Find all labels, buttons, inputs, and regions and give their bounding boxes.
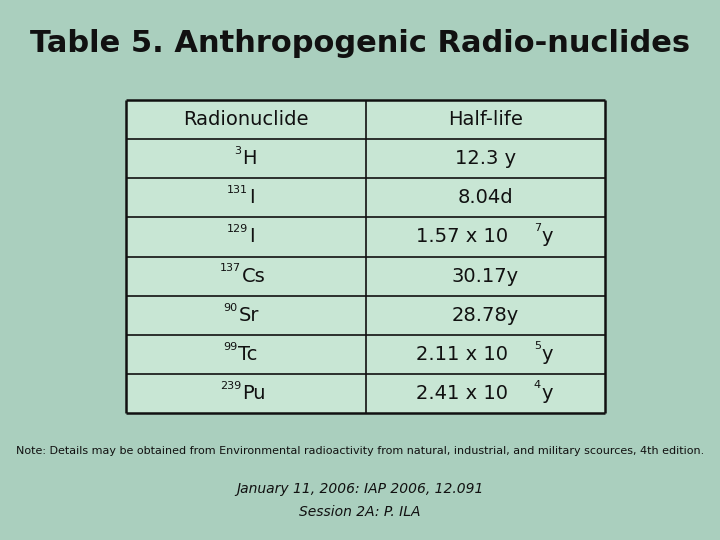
Text: H: H (242, 149, 256, 168)
Text: 99: 99 (223, 342, 238, 352)
Text: y: y (541, 345, 553, 364)
Text: Cs: Cs (242, 267, 266, 286)
Text: 137: 137 (220, 264, 240, 273)
Text: 2.11 x 10: 2.11 x 10 (416, 345, 508, 364)
Text: Sr: Sr (238, 306, 258, 325)
Text: 129: 129 (228, 224, 248, 234)
Text: Table 5. Anthropogenic Radio-nuclides: Table 5. Anthropogenic Radio-nuclides (30, 29, 690, 58)
Bar (126, 100, 605, 413)
Text: 7: 7 (534, 223, 541, 233)
Text: January 11, 2006: IAP 2006, 12.091: January 11, 2006: IAP 2006, 12.091 (236, 482, 484, 496)
Text: 90: 90 (223, 302, 238, 313)
Text: 30.17y: 30.17y (451, 267, 519, 286)
Text: 5: 5 (534, 341, 541, 350)
Text: Radionuclide: Radionuclide (183, 110, 309, 129)
Text: 3: 3 (235, 146, 242, 156)
Text: 239: 239 (220, 381, 241, 391)
Text: I: I (250, 188, 255, 207)
Text: 4: 4 (534, 380, 541, 390)
Text: 28.78y: 28.78y (451, 306, 519, 325)
Text: Tc: Tc (238, 345, 258, 364)
Text: 12.3 y: 12.3 y (455, 149, 516, 168)
Text: 1.57 x 10: 1.57 x 10 (416, 227, 508, 246)
Text: 131: 131 (228, 185, 248, 195)
Text: 2.41 x 10: 2.41 x 10 (416, 384, 508, 403)
Text: I: I (250, 227, 255, 246)
Text: y: y (541, 227, 553, 246)
Text: y: y (541, 384, 553, 403)
Text: Session 2A: P. ILA: Session 2A: P. ILA (300, 505, 420, 519)
Text: Note: Details may be obtained from Environmental radioactivity from natural, ind: Note: Details may be obtained from Envir… (16, 446, 704, 456)
Text: Pu: Pu (242, 384, 266, 403)
Text: 8.04d: 8.04d (457, 188, 513, 207)
Text: Half-life: Half-life (448, 110, 523, 129)
